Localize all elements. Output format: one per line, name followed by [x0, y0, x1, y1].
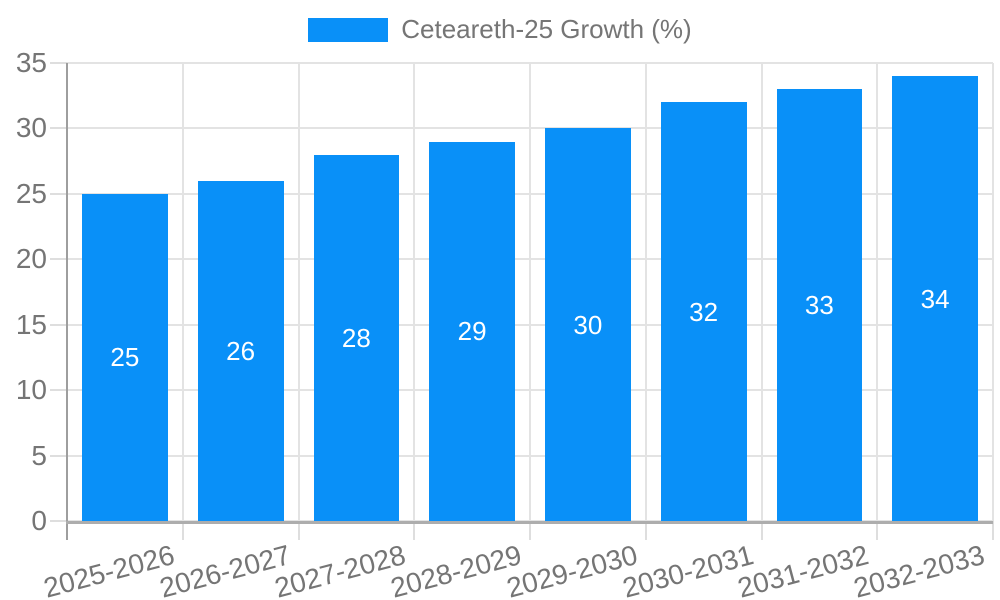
v-gridline	[644, 63, 647, 521]
x-tick-mark	[297, 521, 300, 540]
y-tick-mark	[50, 520, 67, 522]
y-tick-mark	[50, 454, 67, 457]
v-gridline	[529, 63, 531, 521]
y-tick-mark	[50, 389, 67, 392]
bar[interactable]	[776, 89, 863, 521]
v-gridline	[297, 63, 300, 521]
y-tick-label: 15	[15, 308, 47, 340]
y-tick-label: 30	[15, 112, 47, 144]
v-gridline	[876, 63, 879, 521]
bar-value-label: 30	[573, 309, 603, 340]
v-gridline	[992, 63, 994, 521]
bar[interactable]	[892, 76, 978, 521]
bar[interactable]	[82, 193, 168, 521]
y-tick-label: 25	[15, 177, 47, 209]
x-tick-mark	[760, 521, 763, 540]
x-axis-line	[66, 521, 993, 524]
legend[interactable]: Ceteareth-25 Growth (%)	[0, 14, 1000, 45]
x-tick-mark	[413, 521, 416, 540]
bar-value-label: 25	[110, 342, 140, 373]
v-gridline	[413, 63, 416, 521]
bar[interactable]	[545, 128, 631, 521]
y-tick-mark	[50, 323, 67, 326]
bar-value-label: 32	[689, 296, 719, 327]
bar[interactable]	[429, 141, 515, 521]
bar-value-label: 28	[341, 322, 371, 353]
y-tick-mark	[50, 127, 67, 130]
y-tick-label: 10	[15, 374, 47, 406]
bar[interactable]	[197, 180, 284, 521]
bar[interactable]	[660, 102, 747, 521]
v-gridline	[760, 63, 763, 521]
bar-value-label: 29	[457, 316, 487, 347]
x-tick-mark	[529, 521, 531, 540]
y-tick-mark	[50, 258, 67, 261]
legend-swatch	[308, 17, 389, 42]
bar-value-label: 33	[804, 290, 834, 321]
bar-value-label: 26	[226, 335, 256, 366]
y-tick-mark	[50, 192, 67, 195]
x-tick-mark	[992, 521, 994, 540]
y-tick-label: 20	[15, 243, 47, 275]
legend-label: Ceteareth-25 Growth (%)	[401, 14, 692, 44]
y-tick-label: 0	[31, 505, 47, 536]
y-tick-mark	[50, 62, 67, 64]
bar[interactable]	[313, 154, 400, 521]
y-tick-label: 35	[15, 47, 47, 78]
bar-value-label: 34	[920, 283, 950, 314]
x-tick-mark	[644, 521, 647, 540]
x-tick-mark	[181, 521, 184, 540]
x-tick-mark	[876, 521, 879, 540]
y-axis-line	[66, 63, 68, 540]
y-tick-label: 5	[31, 439, 47, 471]
v-gridline	[181, 63, 184, 521]
